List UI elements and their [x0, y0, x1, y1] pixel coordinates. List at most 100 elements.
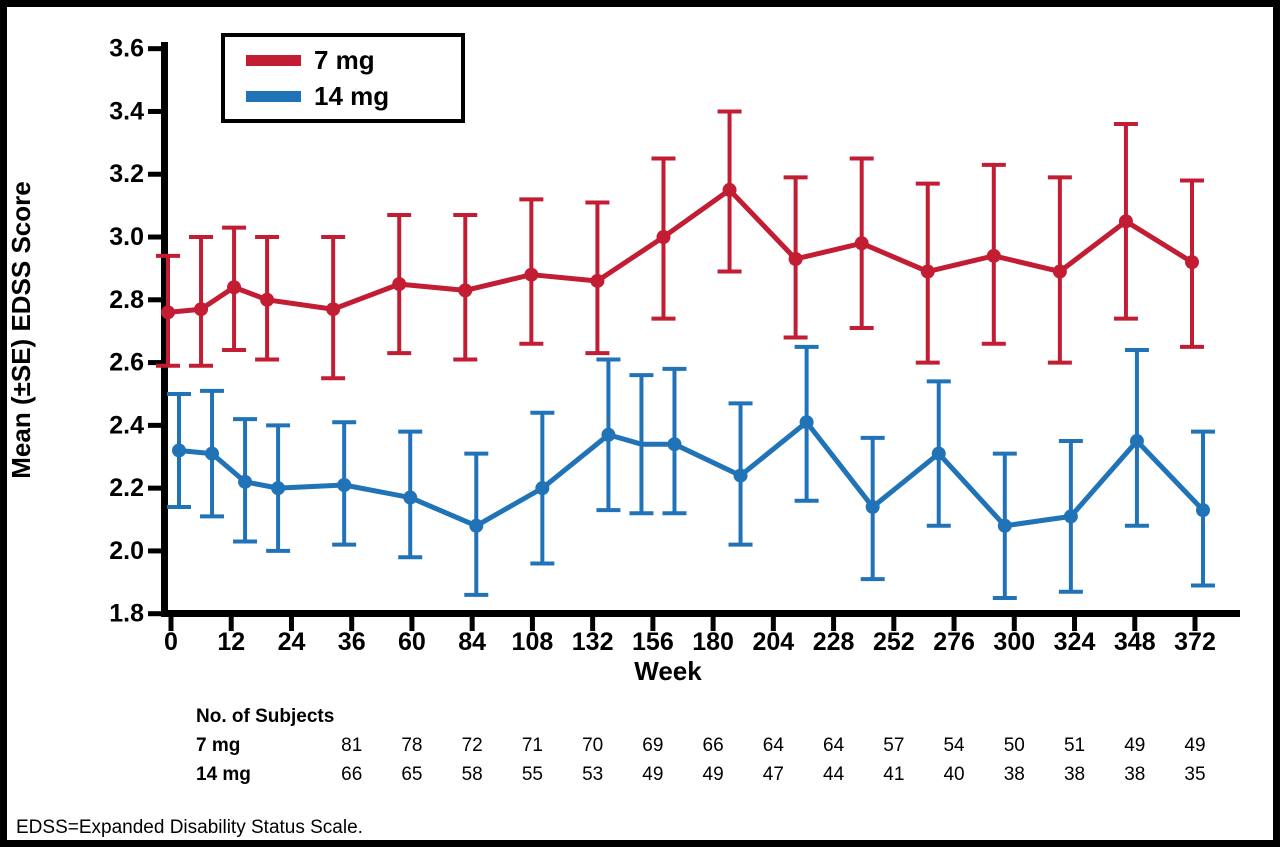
y-tick [148, 548, 162, 554]
x-tick [650, 617, 656, 631]
y-tick [148, 422, 162, 428]
data-point [469, 518, 484, 533]
y-tick-label: 1.8 [109, 600, 144, 628]
x-tick-label: 36 [338, 628, 366, 656]
data-point [1129, 434, 1144, 449]
legend: 7 mg 14 mg [221, 33, 465, 123]
x-axis-line [161, 610, 1240, 617]
data-point [271, 481, 286, 496]
subjects-count: 65 [401, 764, 422, 785]
subjects-count: 66 [341, 764, 362, 785]
data-point [865, 499, 880, 514]
x-tick-label: 180 [692, 628, 734, 656]
data-point [227, 280, 242, 295]
y-tick [148, 485, 162, 491]
legend-swatch-7mg-icon [246, 54, 301, 66]
x-tick-label: 132 [572, 628, 614, 656]
x-tick-label: 276 [933, 628, 975, 656]
data-point [535, 481, 550, 496]
x-tick [349, 617, 355, 631]
x-tick-label: 0 [164, 628, 178, 656]
x-tick [1192, 617, 1198, 631]
data-point [601, 427, 616, 442]
data-point [788, 251, 803, 266]
y-tick-label: 3.4 [109, 97, 144, 125]
x-tick [831, 617, 837, 631]
x-tick-label: 252 [873, 628, 915, 656]
x-tick-label: 60 [398, 628, 426, 656]
y-tick-label: 3.2 [109, 160, 144, 188]
y-axis-line [161, 42, 168, 617]
subjects-count: 47 [763, 764, 784, 785]
subjects-header: No. of Subjects [196, 706, 334, 727]
x-tick [891, 617, 897, 631]
x-tick-label: 156 [632, 628, 674, 656]
x-tick [529, 617, 535, 631]
data-point [931, 446, 946, 461]
subjects-count: 78 [401, 735, 422, 756]
x-tick [228, 617, 234, 631]
subjects-count: 70 [582, 735, 603, 756]
axes: 3.6 3.4 3.2 3.0 2.8 2.6 2.4 2.2 2.0 1.8 0 12 24 36 60 8… [109, 35, 1240, 656]
y-tick [148, 46, 162, 52]
x-tick [1072, 617, 1078, 631]
y-tick-label: 2.8 [109, 286, 144, 314]
series-14mg [167, 344, 1215, 601]
subjects-count: 69 [642, 735, 663, 756]
data-point [722, 182, 737, 197]
data-point [205, 446, 220, 461]
subjects-count: 81 [341, 735, 362, 756]
data-point [854, 236, 869, 251]
y-tick-label: 2.4 [109, 411, 144, 439]
data-point [1063, 509, 1078, 524]
data-point [403, 490, 418, 505]
subjects-count: 38 [1064, 764, 1085, 785]
data-point [1185, 255, 1199, 270]
data-point [172, 443, 186, 458]
subjects-count: 64 [763, 735, 785, 756]
y-tick-label: 3.6 [109, 35, 144, 63]
data-point [524, 267, 539, 282]
series-7mg [156, 109, 1204, 381]
y-tick [148, 297, 162, 303]
legend-item-14mg: 14 mg [225, 83, 461, 109]
subjects-count: 41 [883, 764, 904, 785]
x-tick [469, 617, 475, 631]
legend-item-7mg: 7 mg [225, 47, 461, 73]
data-point [1196, 503, 1210, 518]
legend-swatch-14mg-icon [246, 90, 301, 102]
x-tick-label: 300 [993, 628, 1035, 656]
data-point [920, 264, 935, 279]
footnote: EDSS=Expanded Disability Status Scale. [16, 817, 363, 838]
subjects-count: 71 [522, 735, 543, 756]
subjects-count: 49 [1184, 735, 1205, 756]
series-line [167, 187, 1194, 315]
data-point [1118, 214, 1133, 229]
x-tick [288, 617, 294, 631]
data-point [161, 305, 175, 320]
subjects-count: 49 [1124, 735, 1145, 756]
legend-label-7mg: 7 mg [314, 45, 375, 75]
subjects-table: No. of Subjects 7 mg 81 78 72 71 70 69 66 64 64 57 5… [196, 706, 1206, 785]
subjects-count: 72 [462, 735, 483, 756]
subjects-count: 40 [943, 764, 964, 785]
data-point [326, 302, 341, 317]
y-tick-label: 2.2 [109, 474, 144, 502]
subjects-count: 49 [642, 764, 663, 785]
x-tick-label: 372 [1174, 628, 1216, 656]
subjects-count: 64 [823, 735, 845, 756]
x-tick [770, 617, 776, 631]
data-point [392, 277, 407, 292]
y-tick-label: 2.0 [109, 537, 144, 565]
data-point [260, 292, 275, 307]
subjects-count: 55 [522, 764, 543, 785]
x-tick-label: 24 [278, 628, 306, 656]
subjects-count: 50 [1004, 735, 1025, 756]
subjects-count: 51 [1064, 735, 1085, 756]
subjects-count: 54 [943, 735, 965, 756]
subjects-row-label: 7 mg [196, 735, 240, 756]
x-tick [1132, 617, 1138, 631]
data-point [458, 283, 473, 298]
x-tick-label: 84 [458, 628, 486, 656]
y-tick [148, 171, 162, 177]
